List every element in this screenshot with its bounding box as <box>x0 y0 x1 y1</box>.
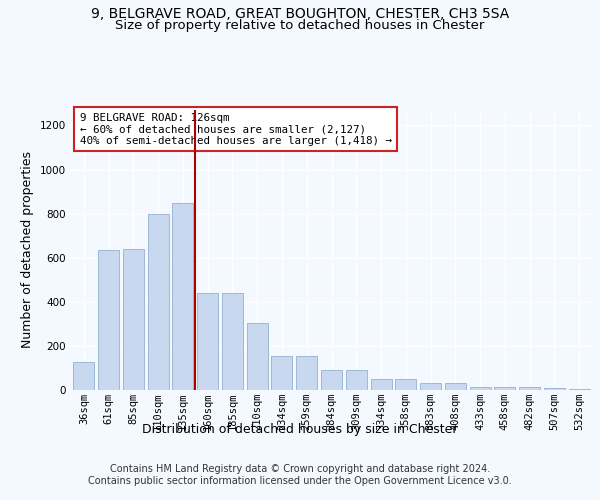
Text: Contains HM Land Registry data © Crown copyright and database right 2024.
Contai: Contains HM Land Registry data © Crown c… <box>88 464 512 485</box>
Bar <box>395 379 416 390</box>
Bar <box>371 379 392 390</box>
Bar <box>544 388 565 390</box>
Bar <box>519 386 540 390</box>
Bar <box>494 386 515 390</box>
Bar <box>98 250 119 390</box>
Bar <box>445 384 466 390</box>
Bar <box>73 362 94 390</box>
Bar <box>148 214 169 390</box>
Bar <box>197 293 218 390</box>
Text: Size of property relative to detached houses in Chester: Size of property relative to detached ho… <box>115 18 485 32</box>
Bar <box>296 356 317 390</box>
Bar <box>346 370 367 390</box>
Text: 9, BELGRAVE ROAD, GREAT BOUGHTON, CHESTER, CH3 5SA: 9, BELGRAVE ROAD, GREAT BOUGHTON, CHESTE… <box>91 8 509 22</box>
Bar <box>222 293 243 390</box>
Bar <box>247 323 268 390</box>
Bar <box>420 384 441 390</box>
Bar <box>172 202 193 390</box>
Bar <box>569 389 590 390</box>
Bar <box>470 386 491 390</box>
Y-axis label: Number of detached properties: Number of detached properties <box>22 152 34 348</box>
Bar <box>123 249 144 390</box>
Bar <box>321 370 342 390</box>
Bar <box>271 356 292 390</box>
Text: 9 BELGRAVE ROAD: 126sqm
← 60% of detached houses are smaller (2,127)
40% of semi: 9 BELGRAVE ROAD: 126sqm ← 60% of detache… <box>79 113 392 146</box>
Text: Distribution of detached houses by size in Chester: Distribution of detached houses by size … <box>142 422 458 436</box>
